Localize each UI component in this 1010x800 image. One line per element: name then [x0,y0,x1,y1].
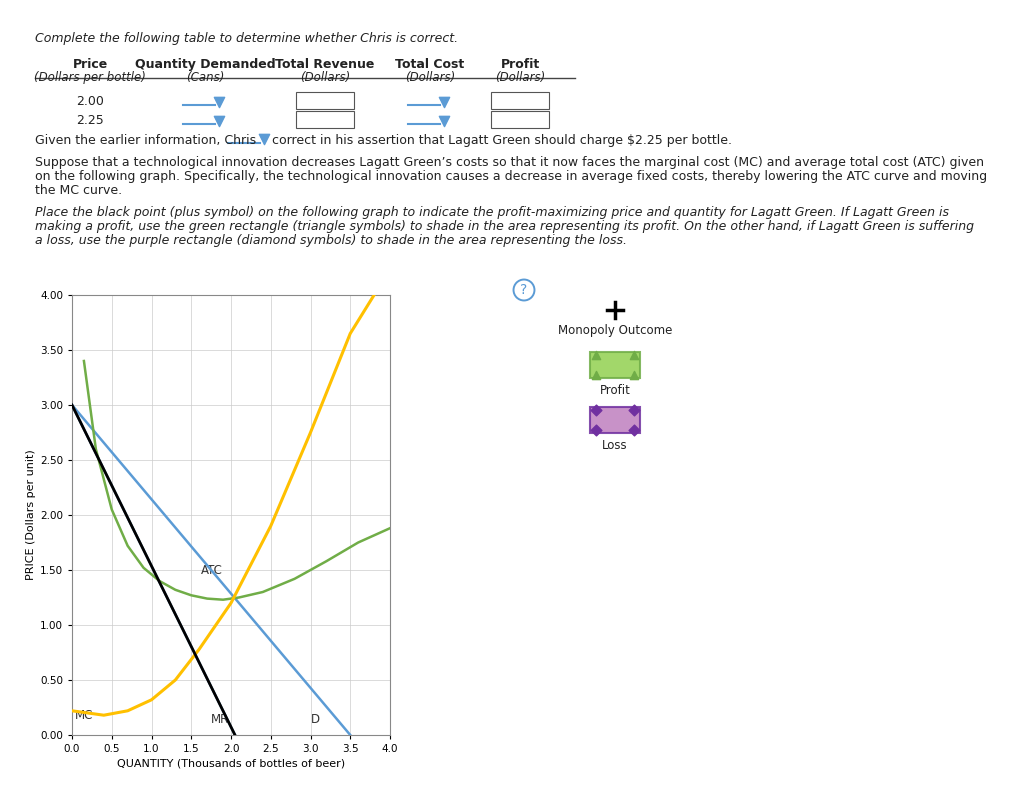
Y-axis label: PRICE (Dollars per unit): PRICE (Dollars per unit) [25,450,35,580]
Text: Suppose that a technological innovation decreases Lagatt Green’s costs so that i: Suppose that a technological innovation … [35,156,984,169]
FancyBboxPatch shape [296,92,354,109]
Point [626,424,642,437]
Point [626,403,642,416]
Text: Monopoly Outcome: Monopoly Outcome [558,324,673,337]
Point [626,349,642,362]
Text: 2.25: 2.25 [76,114,104,127]
X-axis label: QUANTITY (Thousands of bottles of beer): QUANTITY (Thousands of bottles of beer) [117,758,345,768]
Text: Total Cost: Total Cost [395,58,465,71]
Text: ?: ? [520,283,527,297]
Text: 2.00: 2.00 [76,95,104,108]
Point [588,403,604,416]
FancyBboxPatch shape [491,92,549,109]
Text: (Dollars): (Dollars) [495,71,545,84]
Point [256,133,272,146]
Text: correct in his assertion that Lagatt Green should charge $2.25 per bottle.: correct in his assertion that Lagatt Gre… [272,134,732,147]
Text: Profit: Profit [500,58,539,71]
Text: the MC curve.: the MC curve. [35,184,122,197]
Point [436,114,452,127]
Text: (Dollars): (Dollars) [300,71,350,84]
Text: Place the black point (plus symbol) on the following graph to indicate the profi: Place the black point (plus symbol) on t… [35,206,949,219]
Point [588,424,604,437]
Point [211,95,227,108]
Text: (Dollars per bottle): (Dollars per bottle) [34,71,145,84]
Point [588,349,604,362]
FancyBboxPatch shape [590,352,640,378]
Text: Profit: Profit [600,384,630,397]
Text: (Dollars): (Dollars) [405,71,456,84]
Point [211,114,227,127]
FancyBboxPatch shape [590,407,640,433]
Text: (Cans): (Cans) [186,71,224,84]
Text: MC: MC [75,709,93,722]
Text: Price: Price [73,58,108,71]
Text: on the following graph. Specifically, the technological innovation causes a decr: on the following graph. Specifically, th… [35,170,987,183]
Point [626,369,642,382]
Text: Quantity Demanded: Quantity Demanded [134,58,276,71]
Text: Given the earlier information, Chris: Given the earlier information, Chris [35,134,257,147]
FancyBboxPatch shape [296,111,354,128]
Point [436,95,452,108]
FancyBboxPatch shape [491,111,549,128]
Text: D: D [310,714,319,726]
Text: Complete the following table to determine whether Chris is correct.: Complete the following table to determin… [35,32,459,45]
Text: ATC: ATC [201,563,222,577]
Text: MR: MR [211,714,229,726]
Text: Loss: Loss [602,439,628,452]
Text: making a profit, use the green rectangle (triangle symbols) to shade in the area: making a profit, use the green rectangle… [35,220,974,233]
Point [588,369,604,382]
Text: a loss, use the purple rectangle (diamond symbols) to shade in the area represen: a loss, use the purple rectangle (diamon… [35,234,627,247]
Text: Total Revenue: Total Revenue [276,58,375,71]
